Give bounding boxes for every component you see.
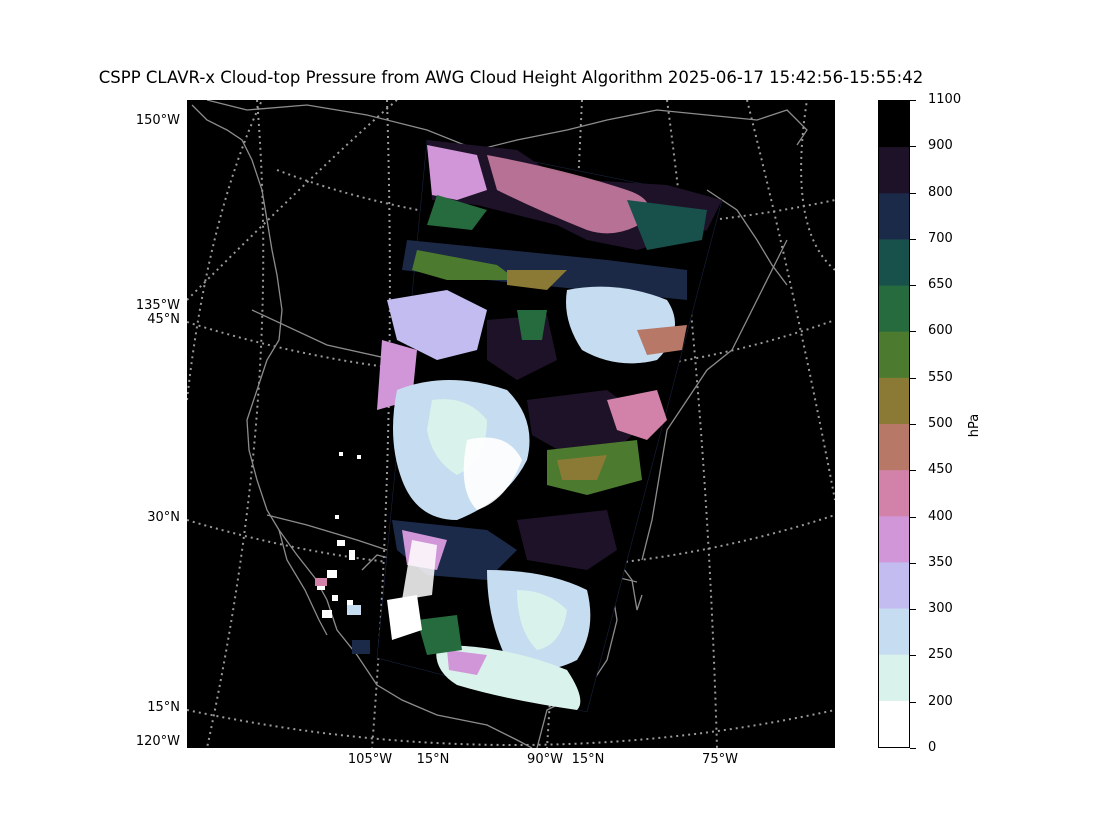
graticule-label: 90°W xyxy=(527,752,563,767)
cloud-patch xyxy=(557,455,607,480)
colorbar-tick-label: 1100 xyxy=(928,92,962,107)
colorbar-bin xyxy=(879,147,909,194)
cloud-swath xyxy=(376,139,723,713)
cloud-patch xyxy=(402,540,437,600)
cloud-patch xyxy=(427,195,487,230)
colorbar-tick xyxy=(910,100,916,101)
colorbar-bin xyxy=(879,377,909,425)
colorbar-tick-label: 300 xyxy=(928,601,953,617)
cloud-patch xyxy=(607,390,667,440)
mexico-border xyxy=(266,514,388,551)
arctic xyxy=(206,100,808,151)
graticule-label: 45°N xyxy=(147,312,180,327)
east-coast xyxy=(641,239,788,561)
cloud-patch xyxy=(517,310,547,340)
baja xyxy=(278,529,328,636)
meridian-150 xyxy=(187,100,398,301)
graticule-label: 135°W xyxy=(135,298,180,313)
cloud-patch xyxy=(627,200,707,250)
cloud-patch xyxy=(387,595,422,640)
meridian-135 xyxy=(187,100,263,401)
colorbar-bin xyxy=(879,562,909,610)
colorbar-tick xyxy=(910,192,916,194)
colorbar-bin xyxy=(879,101,909,148)
colorbar-bin xyxy=(879,193,909,241)
colorbar-tick-label: 200 xyxy=(928,693,953,709)
colorbar-bin xyxy=(879,285,909,333)
cloud-patch xyxy=(387,290,487,360)
colorbar-tick xyxy=(910,655,916,657)
colorbar-tick xyxy=(910,285,916,287)
colorbar-bin xyxy=(879,470,909,517)
colorbar-bin xyxy=(879,239,909,287)
cloud-patch xyxy=(463,437,522,510)
cloud-patch xyxy=(417,615,462,655)
colorbar-bin xyxy=(879,424,909,471)
cloud-patch xyxy=(507,270,567,290)
colorbar-bin xyxy=(879,331,909,379)
colorbar-tick xyxy=(910,748,916,749)
cloud-patch xyxy=(517,510,617,570)
colorbar-tick-label: 650 xyxy=(928,277,953,293)
cloud-patch xyxy=(517,590,567,650)
colorbar-tick xyxy=(910,701,916,703)
colorbar-tick-label: 250 xyxy=(928,647,953,663)
colorbar-tick xyxy=(910,424,916,425)
colorbar xyxy=(878,100,910,748)
meridian-120a xyxy=(206,100,265,748)
colorbar-tick xyxy=(910,377,916,379)
colorbar-tick-label: 800 xyxy=(928,184,953,200)
scattered-clouds-pink xyxy=(315,578,370,654)
parallel-15 xyxy=(187,709,835,746)
map-canvas xyxy=(187,100,835,748)
colorbar-tick-label: 400 xyxy=(928,508,953,524)
graticule-label: 150°W xyxy=(135,113,180,128)
colorbar-bin xyxy=(879,516,909,564)
colorbar-bin xyxy=(879,700,909,747)
colorbar-tick-label: 900 xyxy=(928,138,953,154)
colorbar-unit: hPa xyxy=(967,413,983,438)
cloud-patch xyxy=(637,325,687,355)
meridian-75 xyxy=(666,100,718,748)
colorbar-tick-label: 550 xyxy=(928,369,953,385)
map-panel xyxy=(187,100,835,748)
colorbar-bin xyxy=(879,608,909,656)
meridian-45 xyxy=(800,100,835,271)
cloud-patch xyxy=(412,250,517,280)
labrador xyxy=(706,189,788,286)
colorbar-bins xyxy=(879,101,909,747)
graticule-label: 15°N xyxy=(571,752,605,767)
colorbar-tick-label: 600 xyxy=(928,323,953,339)
colorbar-bin xyxy=(879,654,909,702)
colorbar-tick-label: 0 xyxy=(928,740,937,755)
colorbar-tick xyxy=(910,331,916,333)
graticule-label: 105°W xyxy=(347,752,393,767)
chart-title: CSPP CLAVR-x Cloud-top Pressure from AWG… xyxy=(98,68,924,87)
colorbar-tick xyxy=(910,238,916,240)
colorbar-tick-label: 450 xyxy=(928,462,953,478)
cloud-patch xyxy=(487,155,650,234)
graticule-label: 75°W xyxy=(702,752,738,767)
colorbar-tick xyxy=(910,562,916,564)
colorbar-tick-label: 350 xyxy=(928,554,953,570)
colorbar-tick xyxy=(910,516,916,518)
graticule-label: 120°W xyxy=(135,734,180,749)
graticule-label: 15°N xyxy=(416,752,450,767)
cloud-patch xyxy=(447,650,487,675)
colorbar-tick-label: 500 xyxy=(928,416,953,431)
west-coast xyxy=(191,104,533,748)
colorbar-tick xyxy=(910,470,916,472)
colorbar-tick xyxy=(910,609,916,611)
meridian-60 xyxy=(746,100,835,501)
graticule-label: 15°N xyxy=(147,700,180,715)
graticule-label: 30°N xyxy=(147,510,180,525)
colorbar-tick xyxy=(910,146,916,148)
colorbar-tick-label: 700 xyxy=(928,230,953,246)
cloud-patch xyxy=(427,145,487,200)
